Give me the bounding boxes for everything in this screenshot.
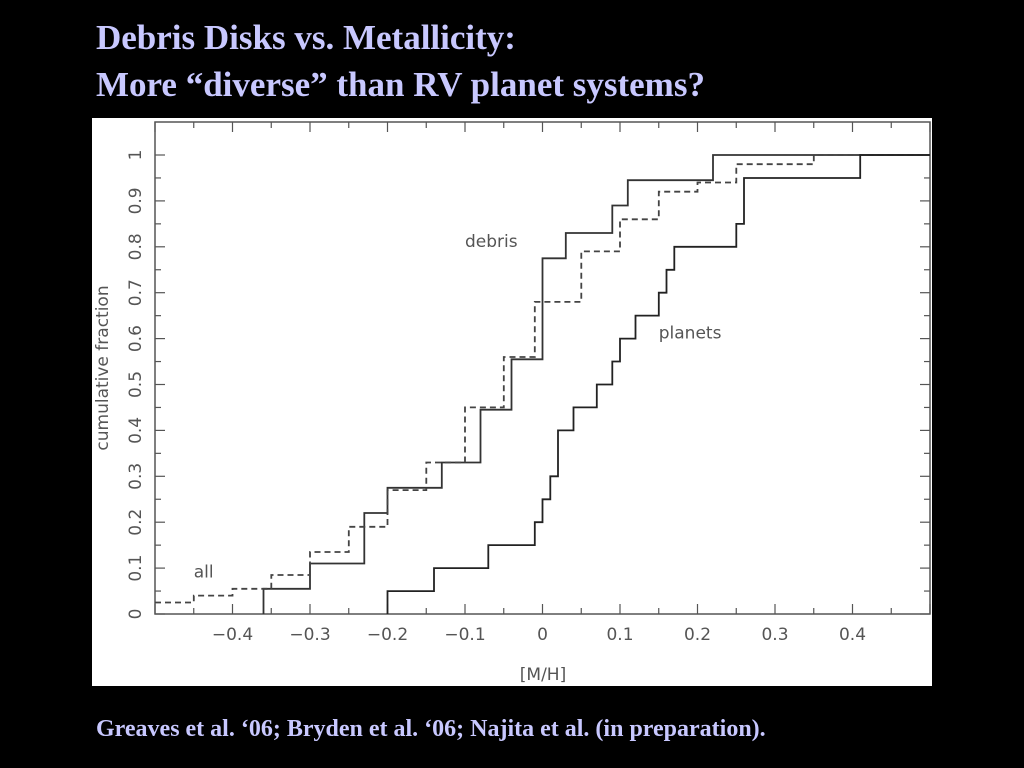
y-tick-labels: 0 0.1 0.2 0.3 0.4 0.5 0.6 0.7 0.8 0.9 1: [126, 150, 146, 620]
annotation-planets: planets: [659, 324, 722, 344]
y-tick-label: 1: [126, 150, 146, 161]
annotation-debris: debris: [465, 232, 518, 252]
y-tick-label: 0.3: [126, 463, 146, 490]
series-debris-line: [262, 154, 930, 614]
title-line-1: Debris Disks vs. Metallicity:: [96, 18, 516, 57]
plot-frame: [154, 121, 931, 615]
y-tick-label: 0.8: [126, 233, 146, 260]
x-tick-label: 0.2: [684, 625, 711, 645]
series-planets-line: [386, 154, 930, 614]
y-tick-label: 0.5: [126, 371, 146, 398]
annotation-all: all: [194, 562, 214, 582]
x-tick-label: 0.3: [761, 625, 788, 645]
x-tick-label: 0.1: [606, 625, 633, 645]
x-axis-label: [M/H]: [520, 665, 566, 685]
citation: Greaves et al. ‘06; Bryden et al. ‘06; N…: [96, 716, 766, 742]
title-line-2: More “diverse” than RV planet systems?: [96, 65, 705, 104]
y-tick-label: 0.7: [126, 279, 146, 306]
cumulative-fraction-chart: −0.4 −0.3 −0.2 −0.1 0 0.1 0.2 0.3 0.4 0 0.1 0.2 0.3…: [93, 121, 931, 685]
y-tick-label: 0.6: [126, 325, 146, 352]
y-tick-label: 0.2: [126, 509, 146, 536]
x-tick-label: −0.1: [444, 625, 485, 645]
x-tick-label: −0.4: [212, 625, 253, 645]
x-tick-label: 0: [537, 625, 548, 645]
annotations: debris planets all: [194, 232, 722, 582]
x-tick-label: −0.2: [367, 625, 408, 645]
series-lines: [155, 154, 930, 614]
y-axis-label: cumulative fraction: [93, 285, 113, 450]
y-tick-label: 0.9: [126, 187, 146, 214]
plot-panel: −0.4 −0.3 −0.2 −0.1 0 0.1 0.2 0.3 0.4 0 0.1 0.2 0.3…: [92, 118, 932, 686]
y-tick-label: 0.4: [126, 417, 146, 444]
series-all-line: [155, 154, 930, 604]
x-tick-labels: −0.4 −0.3 −0.2 −0.1 0 0.1 0.2 0.3 0.4: [212, 625, 866, 645]
x-tick-label: −0.3: [289, 625, 330, 645]
y-tick-label: 0: [126, 609, 146, 620]
tick-marks: [154, 122, 931, 615]
x-tick-label: 0.4: [839, 625, 866, 645]
slide-title: Debris Disks vs. Metallicity: More “dive…: [96, 14, 705, 108]
y-tick-label: 0.1: [126, 555, 146, 582]
